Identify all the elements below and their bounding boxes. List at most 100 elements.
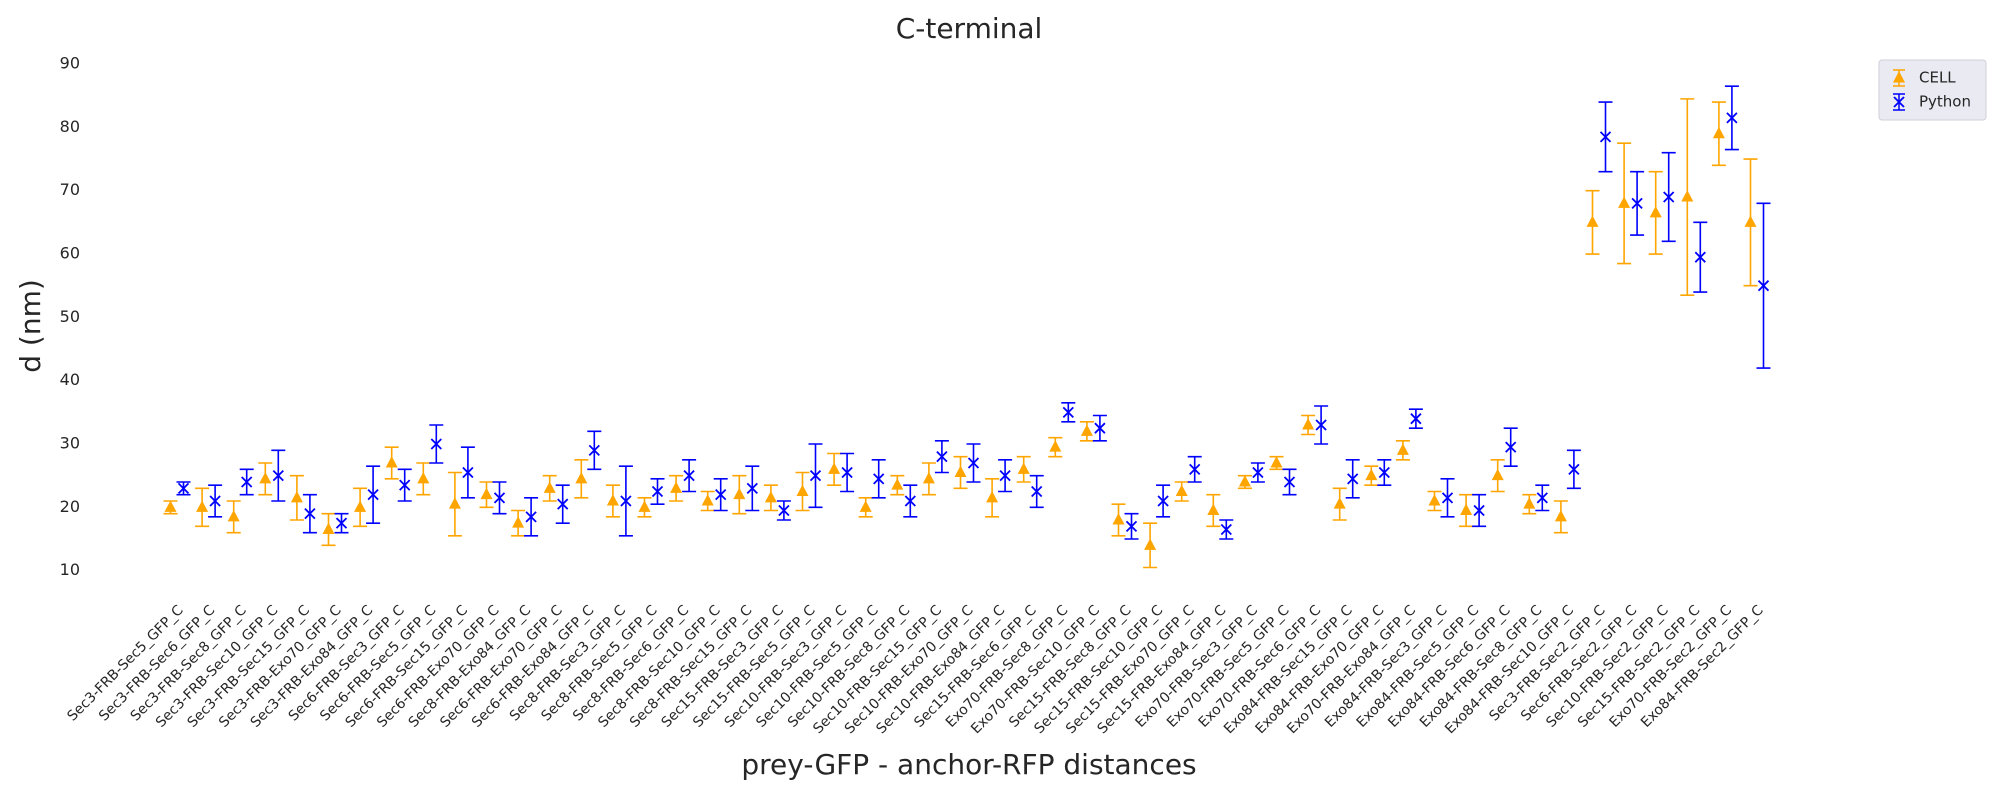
y-tick-label: 70 xyxy=(60,180,80,199)
marker xyxy=(986,490,999,503)
marker xyxy=(1554,509,1567,522)
marker xyxy=(1189,463,1201,475)
marker xyxy=(259,471,272,484)
marker xyxy=(177,482,190,494)
marker xyxy=(1094,422,1106,434)
legend-box xyxy=(1878,59,1987,121)
marker xyxy=(543,481,556,493)
marker xyxy=(1536,492,1548,504)
legend-marker xyxy=(1893,96,1905,108)
y-tick-label: 90 xyxy=(60,54,80,73)
marker xyxy=(462,466,474,479)
marker xyxy=(733,487,746,500)
legend-label: CELL xyxy=(1919,69,1956,87)
marker xyxy=(1441,492,1454,504)
marker xyxy=(1031,485,1043,498)
marker xyxy=(1681,190,1694,202)
marker xyxy=(1365,468,1378,481)
marker xyxy=(1523,497,1536,509)
y-tick-label: 40 xyxy=(60,370,80,389)
marker xyxy=(304,508,316,520)
marker xyxy=(164,500,177,512)
y-tick-label: 60 xyxy=(60,244,80,263)
marker xyxy=(354,500,367,512)
marker xyxy=(209,495,221,507)
marker xyxy=(620,495,632,507)
marker xyxy=(1080,424,1093,436)
y-tick-label: 80 xyxy=(60,117,80,136)
marker xyxy=(1618,196,1631,208)
marker xyxy=(575,471,588,484)
marker xyxy=(651,485,664,498)
marker xyxy=(1744,215,1757,227)
marker xyxy=(1017,462,1030,474)
marker xyxy=(1428,494,1441,506)
marker xyxy=(1238,475,1251,487)
marker xyxy=(196,500,209,512)
marker xyxy=(227,509,240,522)
y-tick-label: 50 xyxy=(60,307,80,326)
marker xyxy=(493,492,506,504)
marker xyxy=(796,484,809,497)
marker xyxy=(1062,406,1074,418)
marker xyxy=(1049,440,1062,452)
marker xyxy=(588,444,600,456)
marker xyxy=(859,500,872,512)
marker xyxy=(322,522,335,535)
marker xyxy=(399,479,411,491)
y-axis-label: d (nm) xyxy=(14,279,47,373)
marker xyxy=(1144,538,1157,550)
marker xyxy=(1315,419,1327,431)
marker xyxy=(1207,503,1220,516)
marker xyxy=(1599,131,1612,143)
chart-title: C-terminal xyxy=(896,12,1043,45)
marker xyxy=(764,490,777,503)
marker xyxy=(999,470,1011,482)
marker xyxy=(809,470,822,482)
marker xyxy=(1631,197,1643,209)
marker xyxy=(954,465,967,478)
marker xyxy=(1460,503,1473,516)
marker xyxy=(1125,520,1138,532)
marker xyxy=(1302,418,1315,430)
marker xyxy=(904,495,916,507)
marker xyxy=(683,470,695,482)
marker xyxy=(385,456,398,468)
marker xyxy=(841,466,853,479)
marker xyxy=(715,489,727,501)
marker xyxy=(638,500,651,512)
legend-label: Python xyxy=(1919,93,1971,111)
marker xyxy=(1726,112,1738,124)
marker xyxy=(936,451,948,463)
marker xyxy=(1378,466,1390,479)
x-axis-label: prey-GFP - anchor-RFP distances xyxy=(741,748,1196,781)
marker xyxy=(417,471,430,484)
y-tick-label: 20 xyxy=(60,497,80,516)
marker xyxy=(1663,191,1675,203)
marker xyxy=(1270,456,1283,468)
marker xyxy=(367,489,379,501)
marker xyxy=(480,487,493,500)
marker xyxy=(701,494,714,506)
marker xyxy=(1112,513,1125,525)
marker xyxy=(241,476,253,488)
marker xyxy=(272,470,284,482)
marker xyxy=(1252,466,1264,479)
marker xyxy=(557,498,569,510)
marker xyxy=(1410,413,1422,425)
legend: CELL Python xyxy=(1878,59,1987,121)
marker xyxy=(922,471,935,484)
marker xyxy=(1505,441,1517,453)
marker xyxy=(1473,504,1485,517)
marker xyxy=(1396,443,1409,455)
legend-marker xyxy=(1893,71,1905,83)
y-tick-label: 10 xyxy=(60,560,80,579)
marker xyxy=(1347,473,1359,485)
marker xyxy=(1157,495,1169,507)
marker xyxy=(670,481,683,493)
marker xyxy=(891,478,904,490)
marker xyxy=(1712,126,1725,139)
marker xyxy=(1283,476,1296,488)
marker xyxy=(1586,215,1599,227)
